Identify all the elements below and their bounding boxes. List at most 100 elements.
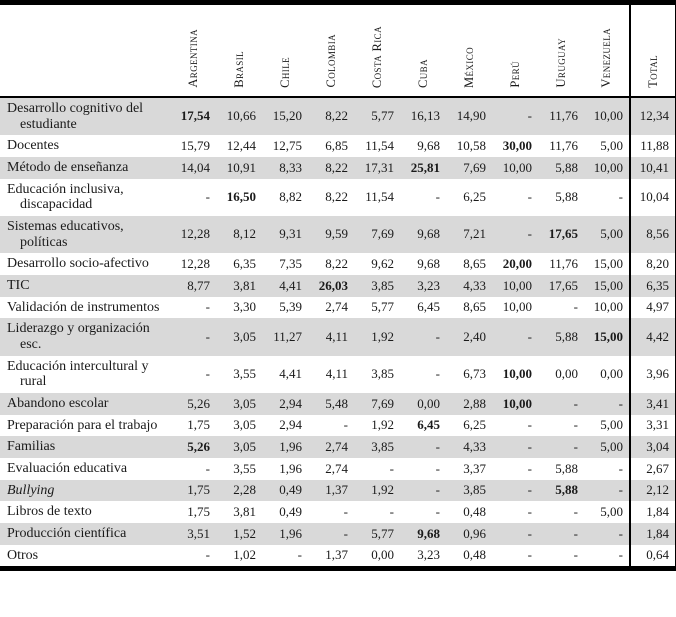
cell-value: 5,26 (187, 438, 210, 454)
table-row: Educación inclusiva, discapacidad -16,50 8… (0, 178, 676, 217)
cell-value: 0,96 (463, 525, 486, 541)
cell-value: - (573, 525, 578, 541)
cell-value: 5,77 (371, 299, 394, 315)
cell-value: 1,92 (371, 328, 394, 344)
cell-value: 4,41 (279, 366, 302, 382)
table-row: TIC 8,77 3,81 4,41 26,03 3,85 3,23 4,33 10,00 17,… (0, 275, 676, 297)
cell-value: 2,74 (325, 460, 348, 476)
cell-value: 1,92 (371, 482, 394, 498)
row-label: TIC (7, 278, 30, 294)
cell-value: 1,75 (187, 417, 210, 433)
cell-value: - (573, 395, 578, 411)
cell-value: - (527, 189, 532, 205)
cell-value: 1,75 (187, 504, 210, 519)
cell-value: 20,00 (502, 255, 532, 271)
cell-value: 9,31 (279, 226, 302, 242)
row-label: Sistemas educativos, políticas (7, 219, 124, 250)
cell-value: 4,11 (325, 328, 348, 344)
column-header-cuba: Cuba (400, 5, 446, 98)
total-cell-value: 8,20 (629, 253, 676, 276)
cell-value: 6,73 (463, 366, 486, 382)
cell-value: - (573, 299, 578, 315)
cell-value: 8,22 (325, 159, 348, 175)
cell-value: 4,41 (279, 277, 302, 293)
cell-value: - (527, 504, 532, 519)
cell-value: 2,40 (463, 328, 486, 344)
cell-value: 10,00 (502, 299, 532, 315)
cell-value: 8,65 (463, 255, 486, 271)
cell-value: - (343, 417, 348, 433)
cell-value: 2,94 (279, 395, 302, 411)
cell-value: - (389, 460, 394, 476)
cell-value: 3,81 (233, 504, 256, 519)
cell-value: 8,22 (325, 108, 348, 124)
total-cell-value: 1,84 (629, 523, 676, 545)
cell-value: 0,49 (279, 504, 302, 519)
cell-value: 25,81 (410, 159, 440, 175)
cell-value: 0,48 (463, 504, 486, 519)
cell-value: 8,33 (279, 159, 302, 175)
cell-value: 8,22 (325, 189, 348, 205)
cell-value: - (205, 366, 210, 382)
cell-value: 9,68 (417, 525, 440, 541)
cell-value: 4,33 (463, 277, 486, 293)
table-row: Desarrollo socio-afectivo 12,28 6,35 7,35 8,… (0, 253, 676, 276)
cell-value: 2,88 (463, 395, 486, 411)
cell-value: 15,00 (593, 328, 623, 344)
total-cell-value: 10,04 (629, 178, 676, 217)
table-body: Desarrollo cognitivo del estudiante 17,54… (0, 97, 676, 567)
cell-value: 5,88 (555, 189, 578, 205)
total-cell-value: 3,41 (629, 393, 676, 415)
cell-value: 15,20 (272, 108, 302, 124)
total-cell-value: 8,56 (629, 216, 676, 254)
total-cell-value: 6,35 (629, 275, 676, 297)
cell-value: - (435, 460, 440, 476)
cell-value: - (435, 482, 440, 498)
cell-value: - (618, 482, 623, 498)
cell-value: - (205, 460, 210, 476)
cell-value: - (573, 438, 578, 454)
cell-value: 3,55 (233, 460, 256, 476)
cell-value: 5,88 (555, 328, 578, 344)
cell-value: - (297, 547, 302, 563)
cell-value: 9,68 (417, 137, 440, 153)
cell-value: 10,00 (593, 299, 623, 315)
table-frame: Argentina Brasil Chile Colombia Costa Rica Cu… (0, 0, 676, 572)
cell-value: 3,05 (233, 328, 256, 344)
cell-value: 5,88 (555, 482, 578, 498)
cell-value: 10,00 (502, 395, 532, 411)
row-label: Liderazgo y organización esc. (7, 321, 150, 353)
cell-value: 12,44 (226, 137, 256, 153)
cell-value: - (527, 482, 532, 498)
cell-value: 10,00 (502, 366, 532, 382)
topics-by-country-table: Argentina Brasil Chile Colombia Costa Rica Cu… (0, 5, 676, 567)
total-cell-value: 4,42 (629, 318, 676, 356)
cell-value: 8,65 (463, 299, 486, 315)
cell-value: 1,96 (279, 460, 302, 476)
cell-value: - (527, 108, 532, 124)
column-header-uruguay: Uruguay (538, 5, 584, 98)
table-row: Abandono escolar 5,26 3,05 2,94 5,48 7,69 0,00… (0, 393, 676, 415)
table-row: Bullying 1,75 2,28 0,49 1,37 1,92-3,85-5,88-2… (0, 479, 676, 502)
cell-value: 3,81 (233, 277, 256, 293)
table-row: Validación de instrumentos - 3,30 5,39 2,74 5… (0, 296, 676, 319)
row-label: Evaluación educativa (7, 461, 128, 477)
cell-value: 9,68 (417, 255, 440, 271)
cell-value: 1,52 (233, 525, 256, 541)
cell-value: - (527, 226, 532, 242)
cell-value: 11,54 (365, 137, 394, 153)
cell-value: - (435, 189, 440, 205)
cell-value: 11,76 (549, 255, 578, 271)
table-row: Preparación para el trabajo 1,75 3,05 2,94 -… (0, 414, 676, 437)
cell-value: 12,75 (272, 137, 302, 153)
table-header: Argentina Brasil Chile Colombia Costa Rica Cu… (0, 5, 676, 98)
cell-value: - (573, 504, 578, 519)
cell-value: 6,45 (417, 299, 440, 315)
cell-value: 10,91 (226, 159, 256, 175)
cell-value: - (205, 189, 210, 205)
column-header-label: Cuba (415, 59, 430, 88)
cell-value: 14,90 (456, 108, 486, 124)
cell-value: 3,85 (371, 366, 394, 382)
cell-value: 11,27 (273, 328, 302, 344)
cell-value: 3,51 (187, 525, 210, 541)
